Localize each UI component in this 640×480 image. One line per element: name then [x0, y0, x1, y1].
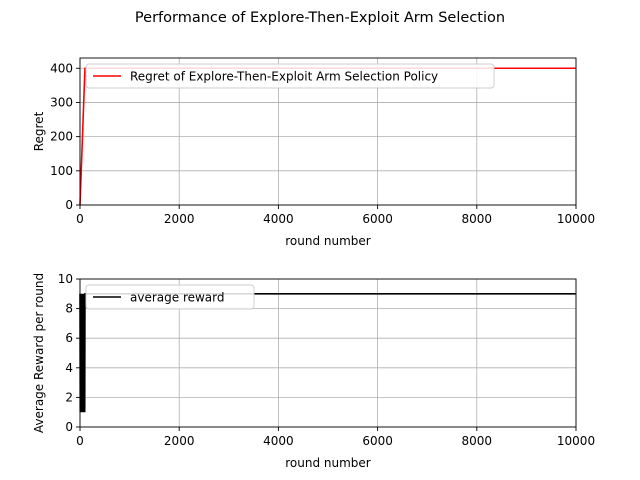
regret-legend-box [85, 63, 495, 89]
reward-y-tick-label: 8 [65, 302, 73, 316]
regret-x-tick-label: 0 [76, 212, 84, 226]
regret-y-tick-label: 100 [50, 164, 73, 178]
reward-axes-frame [79, 278, 577, 428]
regret-x-tick-label: 8000 [462, 212, 493, 226]
reward-x-tick-label: 2000 [164, 434, 195, 448]
regret-x-tick-label: 2000 [164, 212, 195, 226]
regret-axes: 0 2000 4000 6000 8000 10000 0 100 200 300 400 round… [32, 57, 595, 248]
figure-title: Performance of Explore-Then-Exploit Arm … [135, 10, 505, 26]
reward-y-tick-label: 6 [65, 331, 73, 345]
reward-legend: average reward [85, 284, 255, 310]
regret-legend: Regret of Explore-Then-Exploit Arm Selec… [85, 63, 495, 89]
reward-y-tick-label: 0 [65, 420, 73, 434]
reward-y-tick-label: 10 [58, 272, 73, 286]
regret-legend-label: Regret of Explore-Then-Exploit Arm Selec… [130, 70, 438, 84]
reward-x-tick-label: 0 [76, 434, 84, 448]
regret-x-tick-label: 10000 [557, 212, 595, 226]
regret-y-axis-label: Regret [32, 111, 46, 151]
reward-legend-box [85, 284, 255, 310]
reward-y-tick-label: 4 [65, 361, 73, 375]
regret-x-tick-label: 6000 [362, 212, 393, 226]
reward-x-tick-label: 4000 [263, 434, 294, 448]
regret-y-tick-label: 200 [50, 130, 73, 144]
regret-axes-frame [79, 57, 577, 206]
regret-y-tick-label: 0 [65, 198, 73, 212]
regret-y-tick-label: 400 [50, 61, 73, 75]
regret-x-tick-label: 4000 [263, 212, 294, 226]
reward-series-line [79, 292, 576, 413]
reward-x-tick-label: 8000 [462, 434, 493, 448]
regret-y-tick-label: 300 [50, 95, 73, 109]
reward-x-tick-label: 6000 [362, 434, 393, 448]
reward-x-tick-label: 10000 [557, 434, 595, 448]
reward-y-tick-label: 2 [65, 390, 73, 404]
reward-x-axis-label: round number [285, 456, 371, 470]
reward-legend-label: average reward [130, 291, 225, 305]
average-reward-axes: 0 2000 4000 6000 8000 10000 0 2 4 6 8 10 round numbe… [32, 272, 595, 470]
reward-y-axis-label: Average Reward per round [32, 273, 46, 433]
regret-x-axis-label: round number [285, 234, 371, 248]
